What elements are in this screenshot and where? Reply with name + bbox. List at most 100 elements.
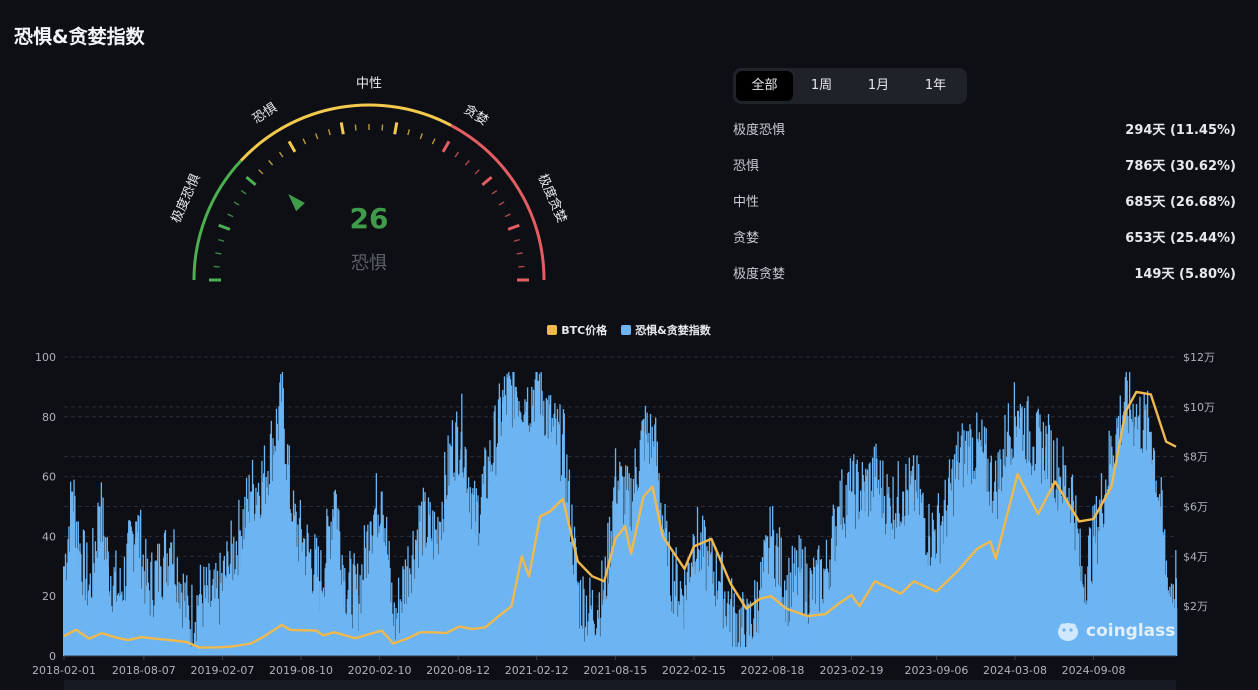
fear-greed-bar [305, 556, 308, 656]
tab-1-year[interactable]: 1年 [924, 78, 947, 93]
fear-greed-bar [959, 447, 962, 656]
tab-1-week[interactable]: 1周 [810, 78, 833, 93]
fear-greed-btc-chart: 0 20 40 60 80 100 $2万 $4万 $6万 $8万 $10万 $12万 2018-0… [32, 351, 1215, 677]
fear-greed-bar [932, 519, 934, 656]
fear-greed-bar [1086, 600, 1088, 656]
fear-greed-bar [86, 542, 88, 656]
fear-greed-bar [942, 543, 945, 656]
fear-greed-bar [158, 543, 161, 656]
fear-greed-bar [245, 477, 248, 656]
chart-range-slider[interactable] [64, 680, 1176, 690]
tab-1-month[interactable]: 1月 [867, 78, 890, 93]
fear-greed-bar [1025, 463, 1027, 656]
fear-greed-bar [222, 590, 224, 656]
fear-greed-bar [356, 596, 359, 656]
fear-greed-bar [653, 446, 656, 656]
fear-greed-bar [142, 554, 144, 656]
fear-greed-bar [948, 459, 951, 656]
fear-greed-bar [379, 526, 381, 656]
fear-greed-bar [242, 509, 244, 656]
fear-greed-bar [100, 482, 103, 656]
fear-greed-bar [424, 492, 426, 656]
fear-greed-bar [298, 518, 301, 656]
fear-greed-bar [795, 550, 798, 656]
fear-greed-bar [782, 596, 784, 656]
fear-greed-bar [711, 538, 713, 656]
legend-item-fear-greed-index[interactable]: 恐惧&贪婪指数 [621, 322, 711, 338]
stat-row-greed: 贪婪 653天 (25.44%) [733, 225, 1236, 261]
fear-greed-bar [710, 552, 712, 656]
fear-greed-bar [1169, 586, 1171, 656]
fear-greed-bar [925, 555, 928, 656]
fear-greed-bar [238, 530, 241, 656]
fear-greed-bar [232, 580, 234, 656]
fear-greed-bar [678, 605, 681, 656]
fear-greed-bar [911, 475, 913, 656]
fear-greed-bar [342, 564, 344, 656]
fear-greed-bar [436, 543, 438, 656]
fear-greed-bar [692, 536, 695, 656]
fear-greed-bar [521, 422, 524, 656]
fear-greed-bar [287, 464, 290, 656]
fear-greed-bar [982, 453, 985, 656]
fear-greed-bar [364, 547, 366, 656]
fear-greed-bar [756, 581, 758, 656]
fear-greed-bar [543, 436, 546, 656]
fear-greed-bar [557, 421, 559, 656]
fear-greed-bar [896, 496, 899, 656]
fear-greed-bar [452, 476, 454, 656]
fear-greed-bar [203, 566, 205, 656]
fear-greed-bar [783, 580, 786, 656]
fear-greed-bar [1064, 486, 1066, 656]
fear-greed-bar [1146, 390, 1149, 656]
gauge-arc-fear [192, 159, 243, 281]
coinglass-logo-icon [1058, 623, 1078, 641]
gauge-zone-label: 中性 [356, 77, 382, 92]
fear-greed-bar [727, 591, 729, 656]
fear-greed-bar [784, 622, 787, 656]
fear-greed-bar [1162, 532, 1164, 656]
fear-greed-bar [701, 515, 704, 656]
y-right-tick-label: $10万 [1183, 401, 1215, 414]
fear-greed-bar [965, 440, 967, 656]
fear-greed-bar [475, 488, 477, 656]
fear-greed-bar [985, 428, 987, 656]
gauge-value: 26 [350, 202, 389, 235]
fear-greed-bar [514, 386, 517, 656]
y-right-tick-label: $2万 [1183, 600, 1208, 613]
fear-greed-bar [618, 490, 620, 656]
fear-greed-bar [1100, 473, 1103, 656]
fear-greed-bar [352, 564, 354, 656]
fear-greed-bar [725, 626, 728, 656]
fear-greed-bar [280, 401, 283, 656]
fear-greed-bar [640, 430, 642, 656]
gauge-minor-tick [227, 213, 234, 218]
y-right-tick-label: $6万 [1183, 501, 1208, 514]
fear-greed-bar [581, 628, 583, 656]
fear-greed-bar [871, 490, 873, 656]
fear-greed-bar [118, 596, 121, 656]
fear-greed-bar [830, 586, 832, 656]
fear-greed-bar [237, 575, 239, 656]
fear-greed-bar [504, 395, 507, 656]
fear-greed-bar [116, 601, 118, 656]
fear-greed-bar [401, 613, 403, 656]
gauge-minor-tick [474, 169, 480, 175]
tab-all[interactable]: 全部 [736, 71, 793, 101]
fear-greed-bar [857, 471, 859, 656]
fear-greed-bar [241, 549, 243, 656]
legend-item-btc-price[interactable]: BTC价格 [547, 322, 607, 338]
x-tick-label: 2023-02-19 [819, 664, 883, 677]
fear-greed-bar [600, 617, 602, 656]
fear-greed-bar [528, 432, 530, 656]
fear-greed-bar [996, 518, 998, 656]
fear-greed-bar [951, 468, 953, 656]
fear-greed-bar [604, 556, 606, 656]
fear-greed-bar [964, 463, 966, 656]
fear-greed-bar [80, 554, 82, 656]
fear-greed-bar [520, 419, 523, 656]
fear-greed-bar [402, 566, 404, 656]
fear-greed-bar [939, 563, 941, 656]
gauge-pointer [288, 193, 305, 212]
fear-greed-bar [589, 577, 591, 656]
